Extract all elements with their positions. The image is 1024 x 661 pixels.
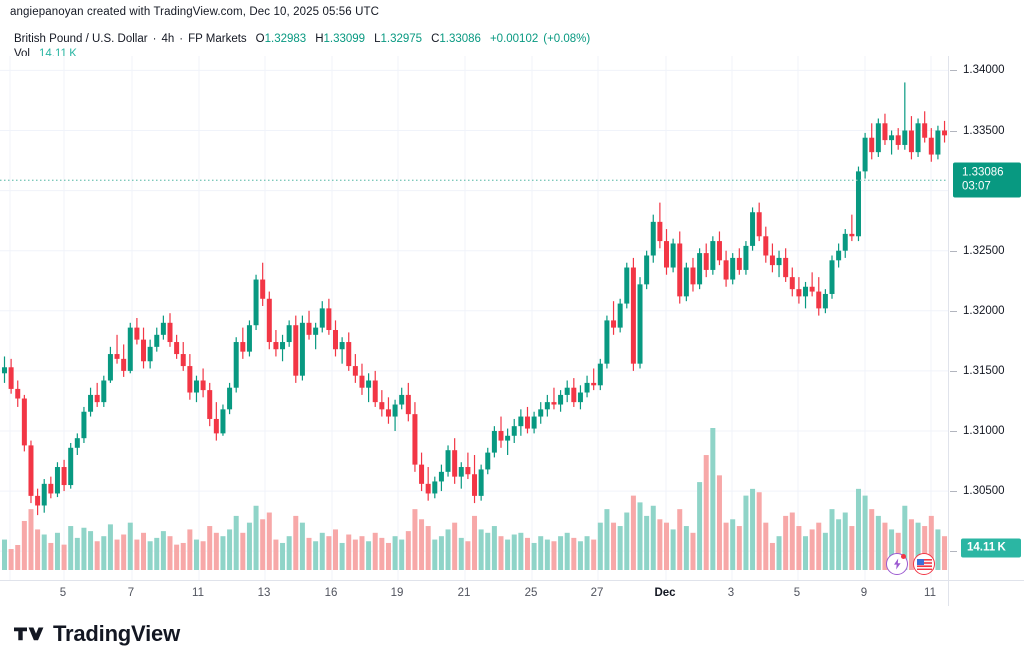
tradingview-logo-icon bbox=[14, 627, 44, 640]
open-value: 1.32983 bbox=[264, 33, 307, 45]
open-key: O bbox=[255, 33, 265, 45]
price-tick-dash bbox=[950, 250, 957, 252]
time-tick: 5 bbox=[59, 587, 67, 599]
close-value: 1.33086 bbox=[439, 33, 481, 45]
us-flag-icon[interactable] bbox=[913, 553, 935, 575]
price-tick: 1.34000 bbox=[950, 64, 1005, 76]
time-axis[interactable]: 5 7 11 13 16 19 21 25 27 Dec 3 5 9 11 bbox=[0, 580, 948, 606]
brand-name: TradingView bbox=[53, 620, 180, 646]
change-percent: (+0.08%) bbox=[543, 33, 591, 45]
price-axis[interactable]: 1.34000 1.33500 1.32500 1.32000 1.31500 1.310… bbox=[948, 56, 1024, 580]
low-key: L bbox=[374, 33, 381, 45]
price-tick-dash bbox=[950, 551, 957, 553]
volume-badge: 14.11 K bbox=[961, 538, 1021, 558]
price-tick-dash bbox=[950, 430, 957, 432]
legend-line-1: British Pound / U.S. Dollar · 4h · FP Market… bbox=[14, 32, 590, 47]
current-price-value: 1.33086 bbox=[962, 166, 1004, 179]
price-tick: 1.33500 bbox=[950, 125, 1005, 137]
price-tick-dash bbox=[950, 130, 957, 132]
price-tick: 1.30500 bbox=[950, 485, 1005, 497]
attribution-text: angiepanoyan created with TradingView.co… bbox=[10, 6, 380, 18]
low-value: 1.32975 bbox=[380, 33, 423, 45]
chart-pane[interactable] bbox=[0, 56, 948, 580]
time-tick: 21 bbox=[457, 587, 471, 599]
time-tick: 16 bbox=[324, 587, 338, 599]
symbol-name[interactable]: British Pound / U.S. Dollar bbox=[14, 33, 148, 45]
time-tick: 11 bbox=[192, 587, 204, 599]
axis-corner bbox=[948, 580, 1024, 606]
time-tick: 9 bbox=[860, 587, 868, 599]
price-tick: 1.32000 bbox=[950, 305, 1005, 317]
pane-icon-group bbox=[886, 553, 935, 575]
vertical-gridlines bbox=[9, 56, 932, 580]
chart-legend: British Pound / U.S. Dollar · 4h · FP Market… bbox=[14, 32, 590, 62]
bolt-alert-dot bbox=[901, 554, 906, 559]
close-key: C bbox=[431, 33, 440, 45]
price-tick: 1.31000 bbox=[950, 425, 1005, 437]
high-key: H bbox=[315, 33, 324, 45]
footer: TradingView bbox=[0, 606, 1024, 661]
time-tick: 27 bbox=[590, 587, 604, 599]
volume-series bbox=[2, 428, 948, 570]
interval-label[interactable]: 4h bbox=[161, 33, 175, 45]
chart-canvas[interactable] bbox=[0, 56, 948, 580]
time-tick: 25 bbox=[524, 587, 538, 599]
price-tick: 1.31500 bbox=[950, 365, 1005, 377]
time-tick: 3 bbox=[727, 587, 735, 599]
price-tick-dash bbox=[950, 491, 957, 493]
time-tick: 5 bbox=[793, 587, 801, 599]
change-absolute: +0.00102 bbox=[489, 33, 539, 45]
time-tick: Dec bbox=[654, 587, 676, 599]
time-tick: 19 bbox=[390, 587, 404, 599]
time-tick: 11 bbox=[924, 587, 936, 599]
price-tick-dash bbox=[950, 70, 957, 72]
tradingview-brand[interactable]: TradingView bbox=[14, 621, 180, 647]
current-price-badge: 1.33086 03:07 bbox=[953, 162, 1021, 198]
current-countdown: 03:07 bbox=[962, 180, 991, 193]
time-tick: 7 bbox=[127, 587, 135, 599]
price-tick: 1.32500 bbox=[950, 245, 1005, 257]
legend-separator-2: · bbox=[179, 33, 184, 45]
exchange-label: FP Markets bbox=[188, 33, 247, 45]
high-value: 1.33099 bbox=[323, 33, 366, 45]
time-tick: 13 bbox=[257, 587, 271, 599]
price-tick-dash bbox=[950, 370, 957, 372]
lightning-bolt-icon[interactable] bbox=[886, 553, 908, 575]
price-tick-dash bbox=[950, 310, 957, 312]
legend-separator-1: · bbox=[152, 33, 157, 45]
candlestick-series bbox=[2, 82, 948, 516]
